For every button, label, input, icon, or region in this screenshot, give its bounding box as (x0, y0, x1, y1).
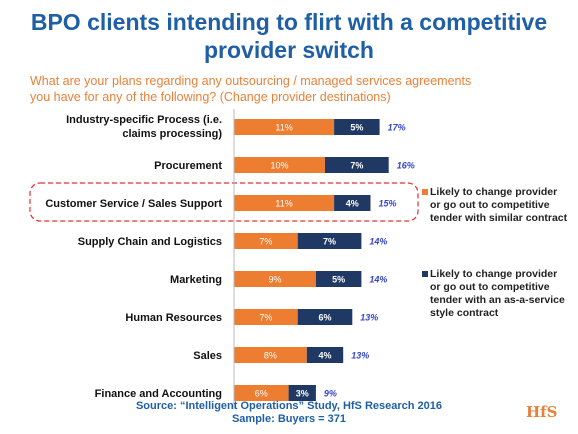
data-label-similar-contract: 11% (275, 123, 292, 133)
category-label: Marketing (170, 274, 222, 286)
total-label: 13% (360, 313, 378, 323)
data-label-similar-contract: 8% (264, 351, 277, 361)
bar-as-a-service (334, 195, 371, 211)
legend-swatch-orange (422, 189, 428, 195)
data-label-as-a-service: 5% (332, 275, 345, 285)
bar-similar-contract (234, 233, 298, 249)
source-note: Source: “Intelligent Operations” Study, … (0, 400, 578, 426)
subtitle-line-2: you have for any of the following? (Chan… (30, 90, 391, 104)
bar-as-a-service (306, 347, 344, 363)
category-label: Sales (193, 350, 222, 362)
category-label: Procurement (154, 160, 222, 172)
data-label-similar-contract: 7% (259, 313, 272, 323)
data-label-as-a-service: 4% (318, 351, 331, 361)
legend-label-similar-contract: Likely to change provider or go out to c… (430, 186, 568, 224)
bar-as-a-service (297, 233, 362, 249)
bar-similar-contract (234, 385, 289, 401)
highlight-box (29, 182, 419, 222)
data-label-as-a-service: 3% (296, 389, 309, 399)
bar-as-a-service (288, 385, 316, 401)
category-label: claims processing) (122, 128, 222, 140)
category-label: Human Resources (125, 312, 222, 324)
subtitle-line-1: What are your plans regarding any outsou… (30, 74, 472, 88)
total-label: 14% (369, 275, 387, 285)
data-label-similar-contract: 6% (255, 389, 268, 399)
bar-as-a-service (297, 309, 353, 325)
total-label: 15% (379, 199, 397, 209)
legend-item-as-a-service: Likely to change provider or go out to c… (422, 268, 570, 320)
category-label: Industry-specific Process (i.e. (66, 114, 222, 126)
bar-similar-contract (234, 157, 325, 173)
legend-item-similar-contract: Likely to change provider or go out to c… (422, 186, 570, 225)
total-label: 16% (397, 161, 415, 171)
data-label-as-a-service: 4% (346, 199, 359, 209)
bar-similar-contract (234, 309, 298, 325)
category-label: Supply Chain and Logistics (78, 236, 222, 248)
data-label-similar-contract: 11% (275, 199, 292, 209)
hfs-logo: HfS (526, 403, 558, 421)
data-label-as-a-service: 7% (323, 237, 336, 247)
chart-title: BPO clients intending to flirt with a co… (0, 8, 578, 64)
data-label-similar-contract: 10% (270, 161, 288, 171)
bar-as-a-service (334, 119, 380, 135)
total-label: 9% (324, 389, 337, 399)
data-label-as-a-service: 7% (350, 161, 363, 171)
category-label: Finance and Accounting (95, 388, 222, 400)
total-label: 17% (388, 123, 406, 133)
bar-as-a-service (325, 157, 389, 173)
source-line-2: Sample: Buyers = 371 (231, 413, 347, 425)
bar-similar-contract (234, 271, 316, 287)
bar-similar-contract (234, 119, 335, 135)
title-line-1: BPO clients intending to flirt with a co… (30, 9, 548, 35)
bar-as-a-service (315, 271, 362, 287)
category-label: Customer Service / Sales Support (45, 198, 222, 210)
data-label-similar-contract: 7% (259, 237, 272, 247)
bar-similar-contract (234, 195, 335, 211)
legend-swatch-navy (422, 271, 428, 277)
total-label: 14% (369, 237, 387, 247)
bar-similar-contract (234, 347, 307, 363)
data-label-as-a-service: 6% (318, 313, 331, 323)
legend-label-as-a-service: Likely to change provider or go out to c… (430, 268, 565, 319)
source-line-1: Source: “Intelligent Operations” Study, … (135, 400, 443, 412)
chart-subtitle: What are your plans regarding any outsou… (30, 73, 570, 105)
data-label-as-a-service: 5% (350, 123, 363, 133)
title-line-2: provider switch (204, 37, 374, 63)
total-label: 13% (351, 351, 369, 361)
data-label-similar-contract: 9% (268, 275, 281, 285)
